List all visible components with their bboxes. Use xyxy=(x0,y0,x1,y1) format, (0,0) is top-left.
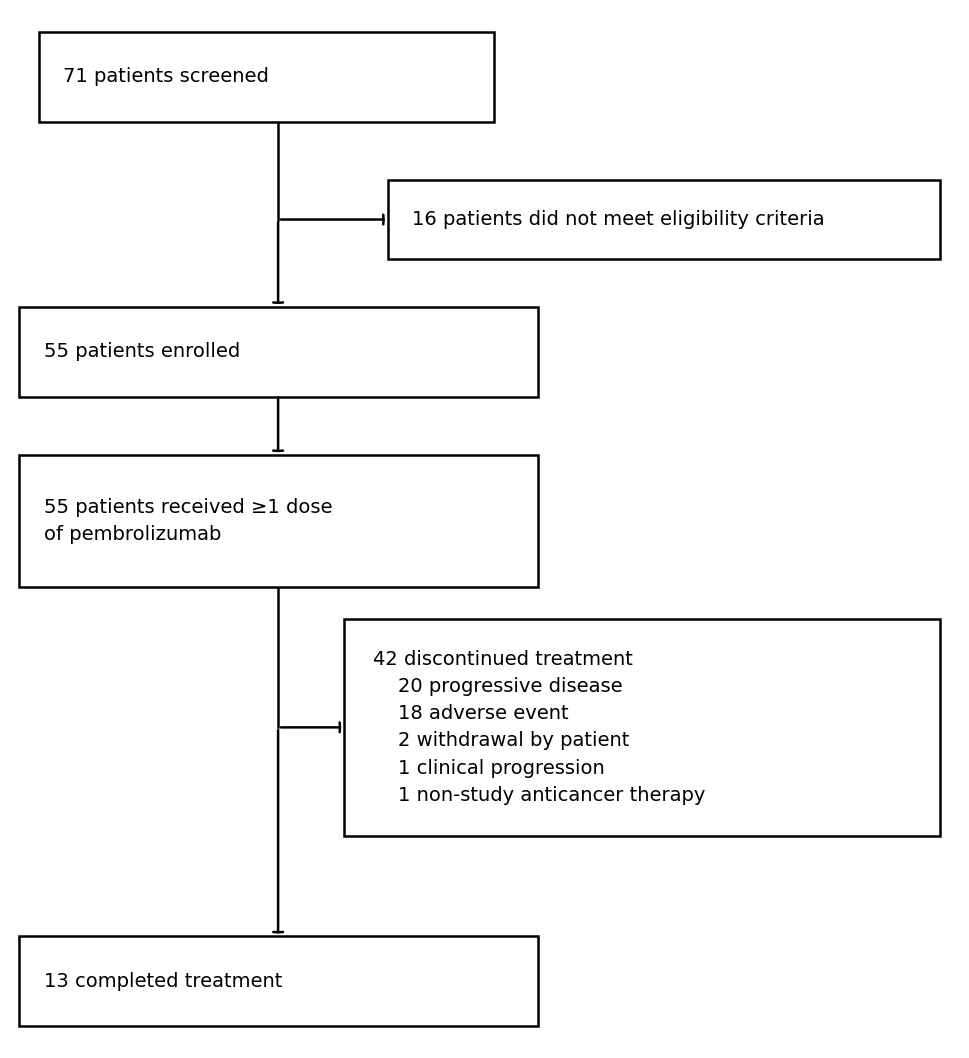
FancyBboxPatch shape xyxy=(19,455,538,587)
Text: 16 patients did not meet eligibility criteria: 16 patients did not meet eligibility cri… xyxy=(412,211,825,229)
Text: 55 patients received ≥1 dose
of pembrolizumab: 55 patients received ≥1 dose of pembroli… xyxy=(44,498,332,544)
FancyBboxPatch shape xyxy=(19,936,538,1026)
FancyBboxPatch shape xyxy=(19,307,538,397)
Text: 42 discontinued treatment
    20 progressive disease
    18 adverse event
    2 : 42 discontinued treatment 20 progressive… xyxy=(373,650,705,805)
Text: 55 patients enrolled: 55 patients enrolled xyxy=(44,343,240,361)
Text: 71 patients screened: 71 patients screened xyxy=(63,68,268,86)
FancyBboxPatch shape xyxy=(388,180,940,259)
FancyBboxPatch shape xyxy=(344,619,940,836)
Text: 13 completed treatment: 13 completed treatment xyxy=(44,972,282,990)
FancyBboxPatch shape xyxy=(39,32,494,122)
